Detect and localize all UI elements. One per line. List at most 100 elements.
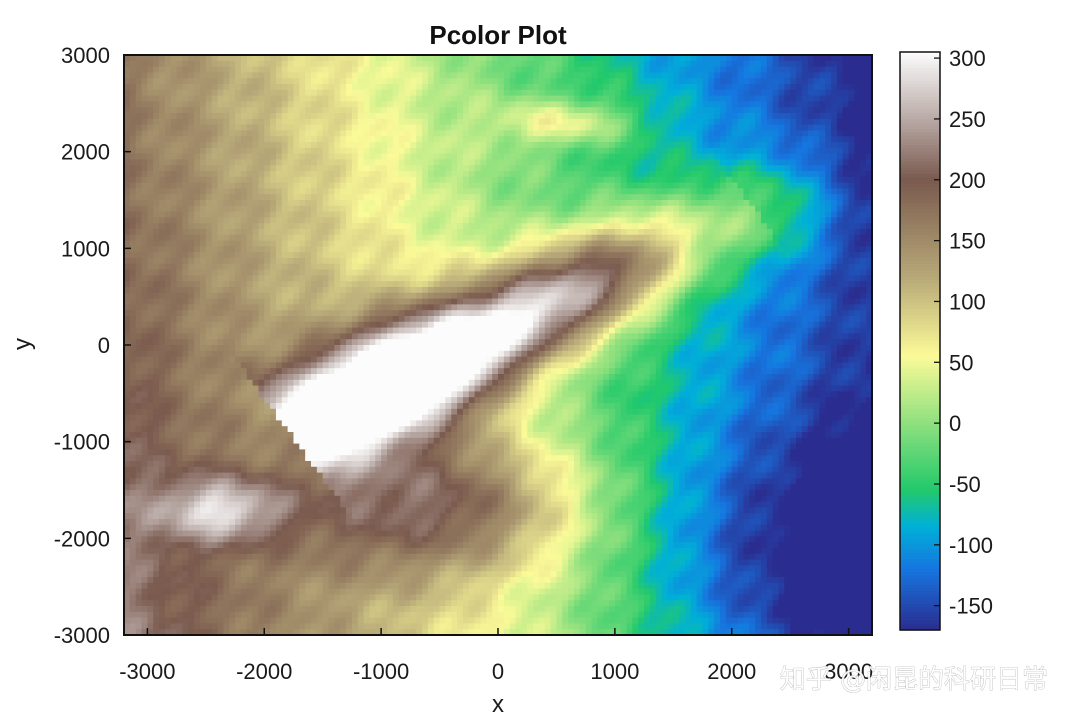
- heatmap-cell: [778, 194, 785, 201]
- heatmap-cell: [749, 223, 756, 230]
- heatmap-cell: [369, 200, 376, 207]
- heatmap-cell: [573, 171, 581, 178]
- heatmap-cell: [673, 66, 680, 73]
- heatmap-cell: [229, 101, 236, 108]
- heatmap-cell: [305, 107, 312, 114]
- heatmap-cell: [357, 223, 365, 230]
- heatmap-cell: [159, 142, 166, 149]
- heatmap-cell: [708, 159, 715, 166]
- heatmap-cell: [749, 205, 756, 213]
- heatmap-cell: [404, 269, 411, 276]
- heatmap-cell: [866, 124, 872, 131]
- heatmap-cell: [170, 171, 178, 178]
- heatmap-cell: [445, 194, 452, 201]
- heatmap-cell: [299, 84, 306, 91]
- heatmap-cell: [679, 147, 686, 155]
- heatmap-cell: [673, 182, 680, 189]
- heatmap-cell: [252, 101, 259, 108]
- heatmap-cell: [766, 211, 774, 218]
- heatmap-cell: [620, 101, 628, 108]
- heatmap-cell: [334, 234, 341, 242]
- heatmap-cell: [743, 124, 750, 131]
- heatmap-cell: [848, 200, 856, 207]
- heatmap-cell: [632, 118, 639, 126]
- heatmap-cell: [737, 78, 745, 85]
- heatmap-cell: [860, 78, 867, 85]
- heatmap-cell: [568, 211, 575, 218]
- heatmap-cell: [527, 130, 534, 137]
- heatmap-cell: [866, 84, 872, 91]
- heatmap-cell: [281, 101, 289, 108]
- heatmap-cell: [766, 136, 774, 143]
- heatmap-cell: [655, 89, 663, 97]
- heatmap-cell: [603, 55, 610, 62]
- heatmap-cell: [685, 246, 692, 253]
- heatmap-cell: [591, 182, 598, 189]
- heatmap-cell: [217, 66, 224, 73]
- heatmap-cell: [725, 229, 733, 236]
- heatmap-cell: [638, 263, 645, 271]
- heatmap-cell: [205, 113, 213, 120]
- heatmap-cell: [632, 217, 639, 224]
- heatmap-cell: [842, 205, 850, 213]
- heatmap-cell: [550, 101, 558, 108]
- heatmap-cell: [486, 124, 493, 131]
- heatmap-cell: [462, 165, 470, 172]
- heatmap-cell: [813, 234, 820, 242]
- heatmap-cell: [369, 130, 376, 137]
- heatmap-cell: [235, 147, 242, 155]
- heatmap-cell: [813, 188, 820, 195]
- heatmap-cell: [451, 130, 458, 137]
- heatmap-cell: [562, 269, 569, 276]
- heatmap-cell: [714, 211, 721, 218]
- heatmap-cell: [422, 176, 429, 184]
- heatmap-cell: [819, 130, 826, 137]
- heatmap-cell: [293, 252, 300, 259]
- heatmap-cell: [311, 159, 318, 166]
- heatmap-cell: [322, 211, 330, 218]
- heatmap-cell: [433, 258, 441, 265]
- heatmap-cell: [375, 165, 382, 172]
- heatmap-cell: [614, 153, 622, 160]
- heatmap-cell: [597, 188, 604, 195]
- heatmap-cell: [223, 72, 230, 79]
- heatmap-cell: [264, 130, 271, 137]
- heatmap-cell: [375, 78, 382, 85]
- heatmap-cell: [591, 147, 598, 155]
- heatmap-cell: [322, 107, 330, 114]
- heatmap-cell: [772, 205, 780, 213]
- heatmap-cell: [725, 95, 733, 102]
- heatmap-cell: [527, 84, 534, 91]
- heatmap-cell: [749, 153, 756, 160]
- heatmap-cell: [813, 124, 820, 131]
- heatmap-cell: [264, 176, 271, 184]
- heatmap-cell: [638, 246, 645, 253]
- heatmap-cell: [135, 60, 143, 68]
- heatmap-cell: [264, 101, 271, 108]
- heatmap-cell: [614, 217, 622, 224]
- heatmap-cell: [199, 107, 207, 114]
- heatmap-cell: [673, 171, 680, 178]
- heatmap-cell: [375, 89, 382, 97]
- heatmap-cell: [620, 205, 628, 213]
- heatmap-cell: [264, 217, 271, 224]
- heatmap-cell: [375, 240, 382, 247]
- heatmap-cell: [340, 130, 347, 137]
- heatmap-cell: [527, 240, 534, 247]
- heatmap-cell: [755, 182, 762, 189]
- heatmap-cell: [281, 269, 289, 276]
- heatmap-cell: [305, 78, 312, 85]
- heatmap-cell: [731, 171, 739, 178]
- heatmap-cell: [486, 171, 493, 178]
- heatmap-cell: [311, 176, 318, 184]
- heatmap-cell: [334, 258, 341, 265]
- heatmap-cell: [842, 55, 850, 62]
- heatmap-cell: [486, 130, 493, 137]
- heatmap-cell: [369, 171, 376, 178]
- heatmap-cell: [299, 240, 306, 247]
- heatmap-cell: [404, 234, 411, 242]
- heatmap-cell: [714, 101, 721, 108]
- heatmap-cell: [258, 182, 265, 189]
- heatmap-cell: [685, 101, 692, 108]
- heatmap-cell: [568, 240, 575, 247]
